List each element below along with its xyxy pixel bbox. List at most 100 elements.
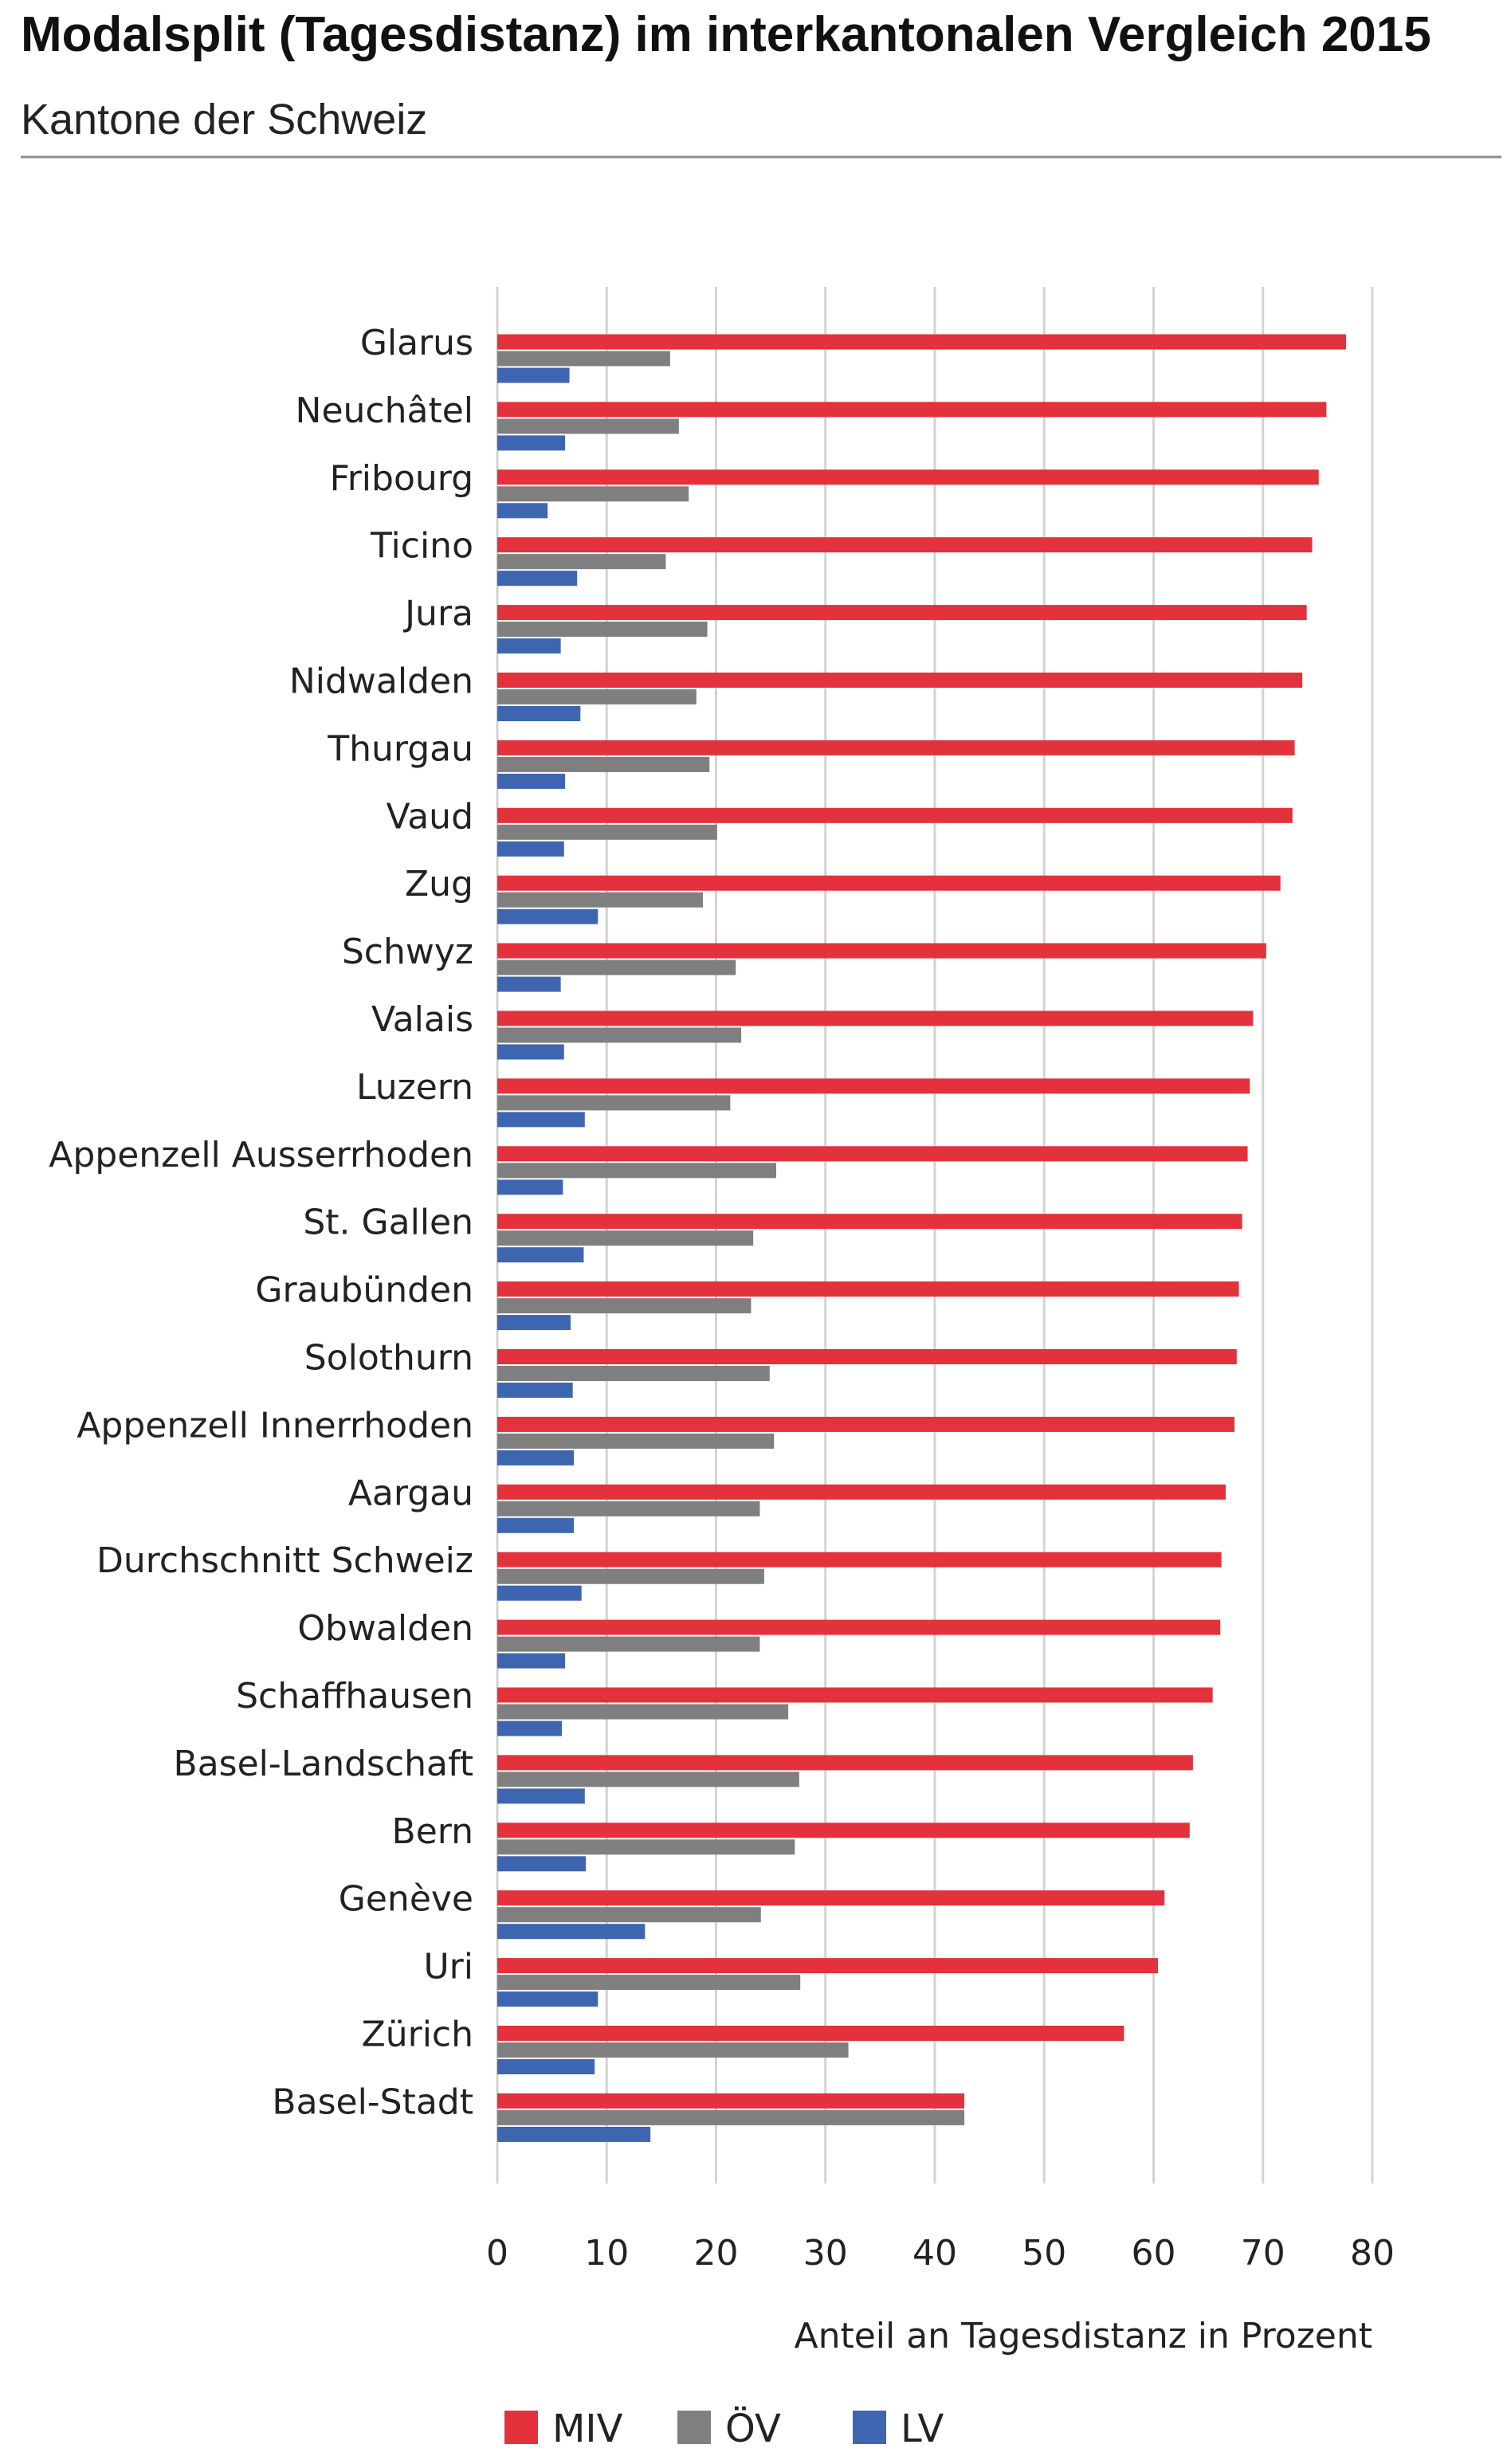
legend-item: MIV (504, 2407, 623, 2451)
bar-lv (497, 1179, 563, 1195)
category-label: Glarus (360, 323, 473, 363)
category-label: Vaud (387, 796, 473, 837)
bar-öv (497, 1568, 764, 1584)
legend-swatch (504, 2411, 538, 2444)
category-label: Zug (405, 864, 473, 904)
bar-miv (497, 875, 1281, 891)
bar-miv (497, 1619, 1221, 1635)
bar-miv (497, 2026, 1124, 2041)
bar-öv (497, 622, 708, 638)
x-tick-60: 60 (1132, 2233, 1176, 2274)
bar-öv (497, 689, 697, 704)
bar-lv (497, 841, 564, 857)
bar-lv (497, 1450, 575, 1465)
bar-miv (497, 1890, 1165, 1906)
bar-öv (497, 486, 689, 502)
chart-subtitle: Kantone der Schweiz (21, 96, 427, 143)
category-label: Appenzell Innerrhoden (77, 1405, 473, 1446)
bar-öv (497, 1230, 754, 1246)
category-label: Obwalden (297, 1608, 473, 1649)
bar-miv (497, 1484, 1226, 1500)
bar-lv (497, 2059, 595, 2074)
bar-öv (497, 418, 679, 434)
bar-miv (497, 943, 1266, 959)
bar-lv (497, 1788, 585, 1804)
bar-miv (497, 334, 1347, 350)
bar-öv (497, 756, 710, 772)
bar-miv (497, 673, 1303, 688)
category-label: Zürich (362, 2015, 473, 2055)
x-axis-label: Anteil an Tagesdistanz in Prozent (794, 2316, 1372, 2356)
category-label: Thurgau (327, 728, 473, 769)
category-label: Ticino (370, 526, 473, 567)
bar-miv (497, 1416, 1235, 1432)
bar-öv (497, 1975, 801, 1991)
category-label: Basel-Stadt (272, 2081, 473, 2122)
bar-lv (497, 1044, 564, 1060)
bar-miv (497, 1687, 1213, 1703)
bar-öv (497, 351, 670, 367)
bar-öv (497, 1636, 760, 1652)
category-label: Basel-Landschaft (174, 1744, 473, 1784)
x-tick-50: 50 (1022, 2233, 1066, 2274)
x-tick-20: 20 (694, 2233, 739, 2274)
bar-miv (497, 1552, 1222, 1567)
bar-miv (497, 1822, 1190, 1838)
category-label: Valais (371, 999, 473, 1040)
bar-öv (497, 1704, 789, 1720)
bar-öv (497, 1433, 775, 1449)
bar-öv (497, 1501, 760, 1516)
legend-item: LV (853, 2407, 944, 2451)
bar-miv (497, 740, 1295, 755)
bar-miv (497, 402, 1327, 418)
category-label: Fribourg (330, 458, 473, 499)
bar-miv (497, 1958, 1158, 1974)
bar-lv (497, 773, 566, 789)
bars (497, 334, 1347, 2142)
bar-lv (497, 571, 578, 587)
category-label: Schaffhausen (236, 1676, 473, 1717)
x-tick-70: 70 (1241, 2233, 1285, 2274)
category-label: Nidwalden (289, 661, 473, 702)
category-label: Uri (423, 1947, 473, 1987)
bar-öv (497, 554, 666, 570)
legend-swatch (677, 2411, 711, 2444)
bar-miv (497, 1349, 1237, 1364)
x-tick-30: 30 (803, 2233, 848, 2274)
bar-miv (497, 807, 1293, 823)
bar-miv (497, 1078, 1250, 1094)
bar-öv (497, 1771, 799, 1787)
bar-miv (497, 537, 1313, 553)
bar-lv (497, 1924, 646, 1940)
bar-öv (497, 1095, 731, 1111)
bar-lv (497, 638, 561, 654)
bar-miv (497, 2093, 965, 2109)
category-label: Bern (392, 1811, 473, 1852)
category-label: Aargau (348, 1473, 473, 1513)
legend-label: MIV (552, 2407, 623, 2451)
bar-lv (497, 2126, 651, 2142)
legend-label: ÖV (725, 2407, 781, 2451)
bar-lv (497, 706, 581, 721)
bar-öv (497, 2109, 965, 2125)
x-tick-labels: 0 10 20 30 40 50 60 70 80 (486, 2233, 1395, 2274)
category-label: Jura (402, 594, 473, 634)
bar-lv (497, 1383, 573, 1398)
bar-lv (497, 1720, 562, 1736)
bar-öv (497, 1907, 761, 1923)
category-label: Luzern (356, 1067, 473, 1108)
bar-miv (497, 1146, 1248, 1162)
bar-lv (497, 1247, 584, 1263)
category-label: St. Gallen (303, 1203, 473, 1243)
bar-miv (497, 1281, 1239, 1297)
gridlines (496, 287, 1374, 2183)
bar-lv (497, 1517, 575, 1533)
bar-öv (497, 824, 717, 840)
bar-lv (497, 367, 570, 383)
bar-lv (497, 976, 561, 992)
bar-lv (497, 1112, 585, 1128)
legend: MIV ÖV LV (504, 2407, 944, 2451)
x-tick-80: 80 (1350, 2233, 1395, 2274)
bar-öv (497, 1298, 752, 1314)
